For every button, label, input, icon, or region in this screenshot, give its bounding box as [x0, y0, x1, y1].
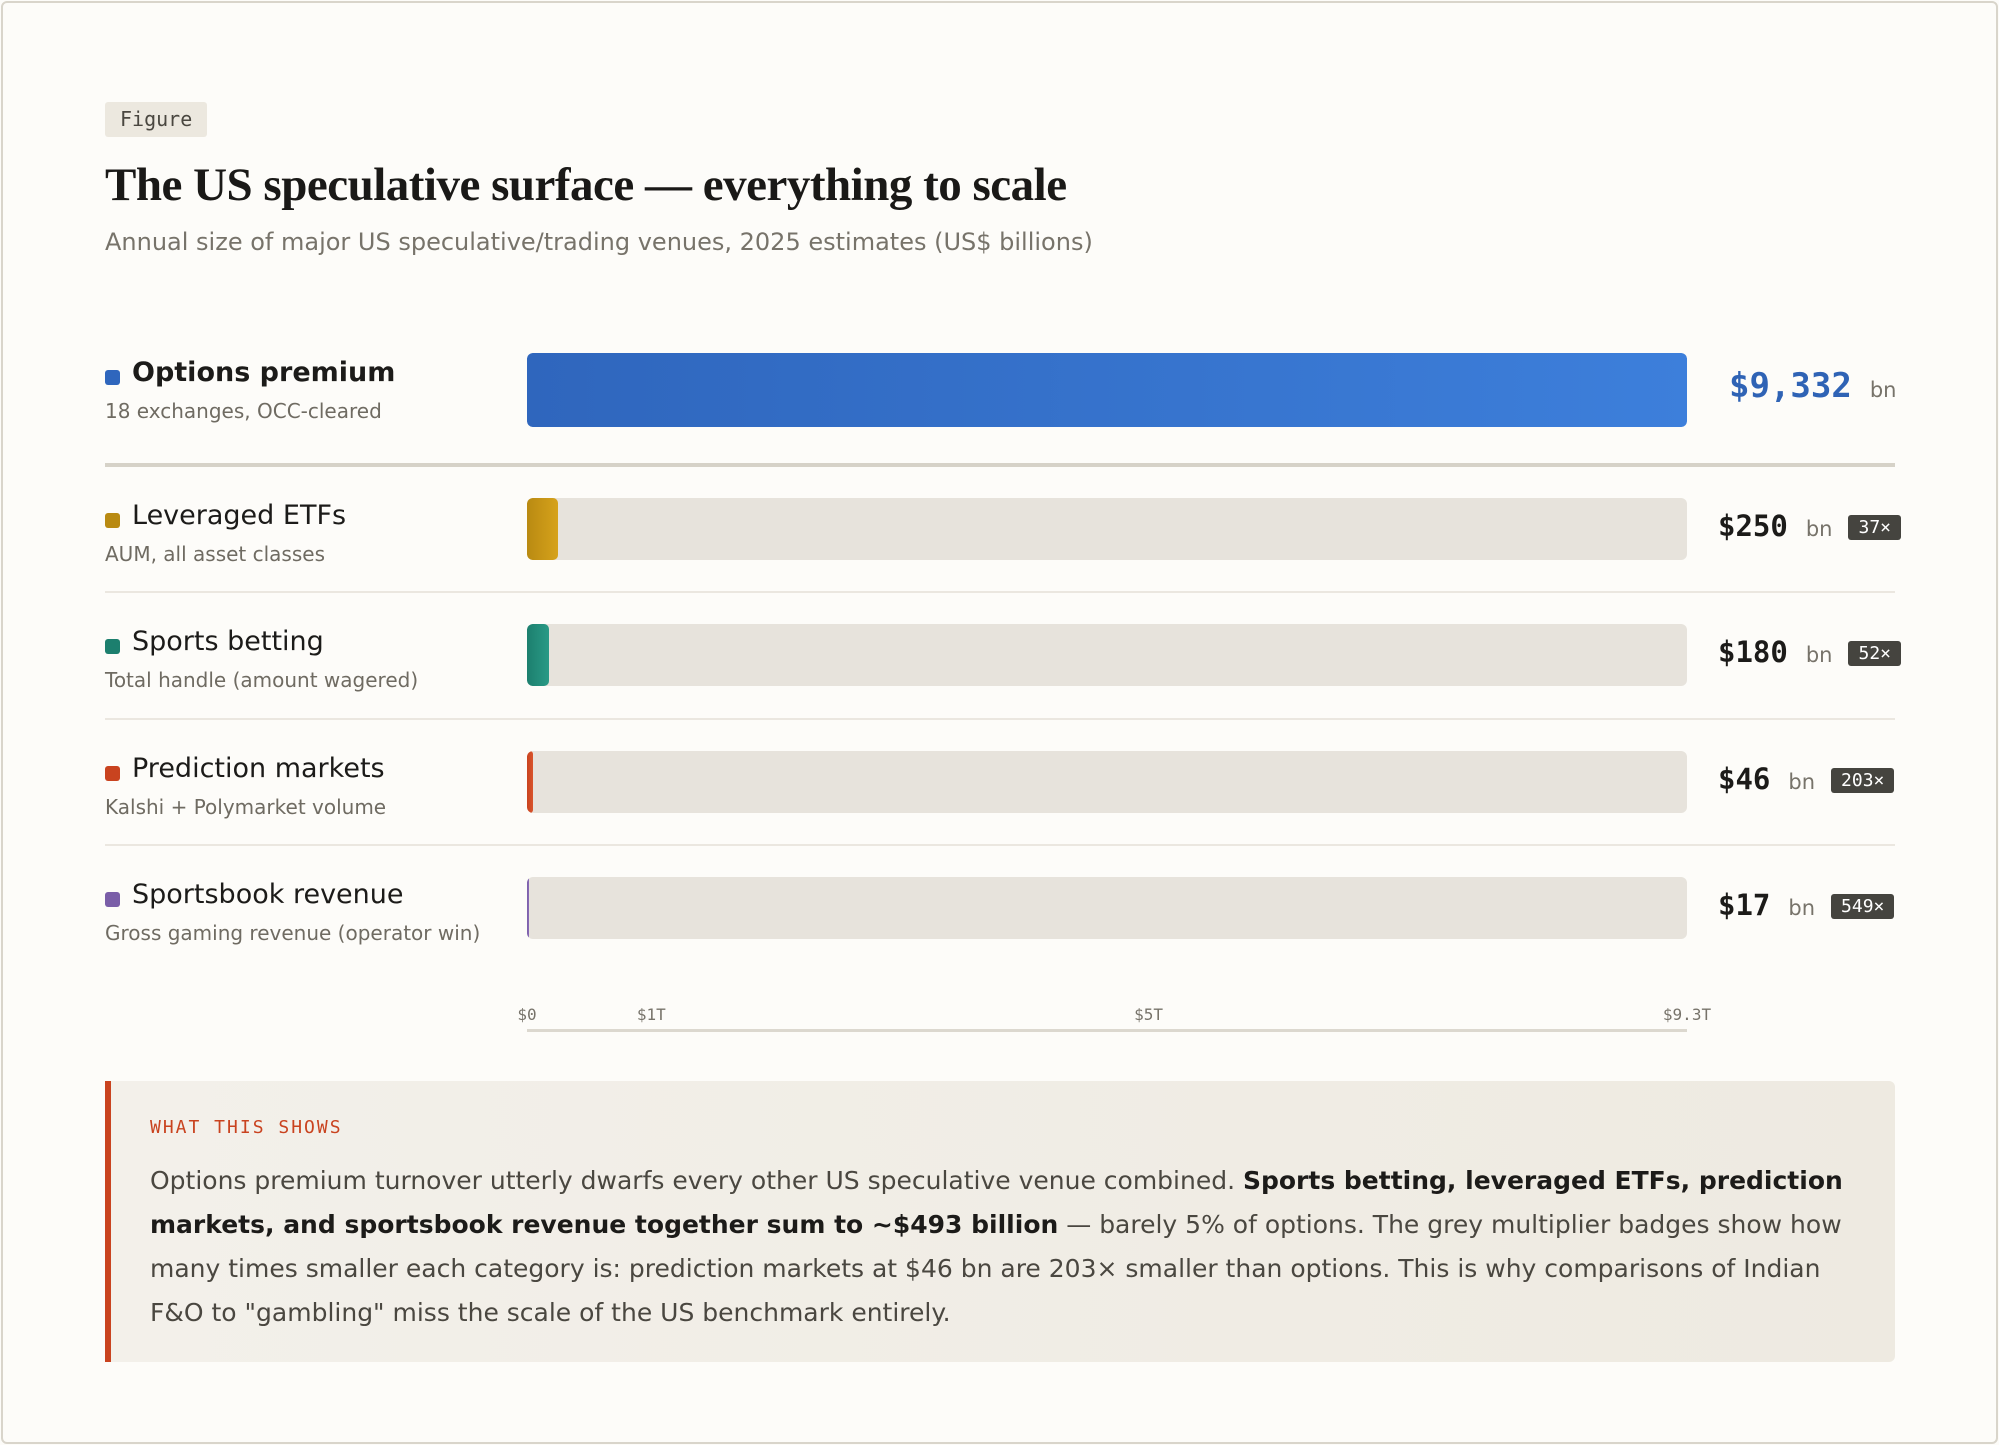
value-label: $250 bn 37× [1718, 509, 1901, 543]
value-unit: bn [1788, 770, 1816, 794]
value-label: $46 bn 203× [1718, 762, 1895, 796]
row-divider [105, 463, 1895, 467]
x-tick-label: $1T [636, 1005, 666, 1024]
bar [527, 624, 550, 686]
value-text: $250 [1718, 509, 1788, 543]
value-text: $17 [1718, 888, 1771, 922]
legend-swatch [105, 370, 120, 385]
value-unit: bn [1805, 643, 1833, 667]
value-label: $17 bn 549× [1718, 888, 1895, 922]
legend-swatch [105, 766, 120, 781]
value-text: $46 [1718, 762, 1771, 796]
row-sublabel: Total handle (amount wagered) [105, 668, 419, 692]
bar-track [527, 498, 1687, 560]
callout-body: Options premium turnover utterly dwarfs … [150, 1159, 1870, 1335]
x-tick-label: $9.3T [1662, 1005, 1712, 1024]
row-label: Options premium [132, 357, 396, 388]
chart-subtitle: Annual size of major US speculative/trad… [105, 228, 1093, 256]
callout-box: WHAT THIS SHOWS Options premium turnover… [105, 1081, 1895, 1362]
value-text: $180 [1718, 635, 1788, 669]
figure-tag: Figure [105, 102, 208, 137]
callout-text: — barely 5% of options. The grey multipl… [150, 1210, 1842, 1327]
multiplier-badge: 37× [1848, 515, 1901, 540]
row-divider [105, 718, 1895, 720]
callout-bold-text: Sports betting, leveraged ETFs, predicti… [150, 1166, 1843, 1239]
value-label: $180 bn 52× [1718, 635, 1901, 669]
row-label: Leveraged ETFs [132, 500, 347, 531]
row-sublabel: Kalshi + Polymarket volume [105, 795, 387, 819]
bar [527, 877, 530, 939]
row-label: Sports betting [132, 626, 324, 657]
multiplier-badge: 203× [1831, 768, 1895, 793]
legend-swatch [105, 892, 120, 907]
multiplier-badge: 549× [1831, 894, 1895, 919]
x-tick-label: $5T [1134, 1005, 1163, 1024]
row-label: Sportsbook revenue [132, 879, 404, 910]
bar [527, 353, 1687, 427]
bar-track [527, 624, 1687, 686]
row-sublabel: AUM, all asset classes [105, 542, 325, 566]
x-tick-label: $0 [517, 1005, 537, 1024]
x-axis-line [527, 1029, 1687, 1032]
bar-track [527, 751, 1687, 813]
bar [527, 498, 559, 560]
bar-track [527, 353, 1687, 427]
value-unit: bn [1805, 517, 1833, 541]
value-unit: bn [1869, 378, 1897, 402]
value-unit: bn [1788, 896, 1816, 920]
bar [527, 751, 533, 813]
multiplier-badge: 52× [1848, 641, 1901, 666]
value-label: $9,332 bn [1729, 366, 1896, 406]
legend-swatch [105, 513, 120, 528]
row-divider [105, 591, 1895, 593]
row-divider [105, 844, 1895, 846]
row-sublabel: Gross gaming revenue (operator win) [105, 921, 481, 945]
row-sublabel: 18 exchanges, OCC-cleared [105, 399, 382, 423]
value-text: $9,332 [1729, 366, 1852, 406]
callout-heading: WHAT THIS SHOWS [150, 1117, 343, 1138]
legend-swatch [105, 639, 120, 654]
bar-track [527, 877, 1687, 939]
row-label: Prediction markets [132, 753, 385, 784]
chart-title: The US speculative surface — everything … [105, 159, 1067, 211]
callout-text: Options premium turnover utterly dwarfs … [150, 1166, 1243, 1195]
